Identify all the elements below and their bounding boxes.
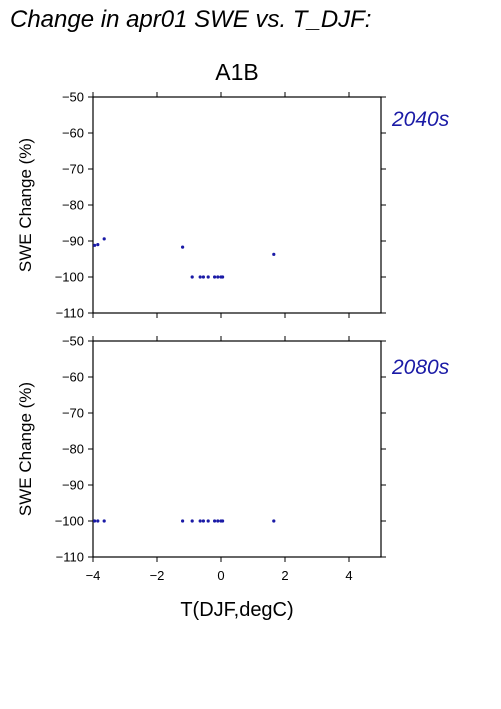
data-point: [206, 275, 210, 279]
x-tick-label: −4: [86, 568, 101, 583]
x-tick-label: 2: [281, 568, 288, 583]
data-point: [96, 243, 100, 247]
data-point: [201, 519, 205, 523]
data-point: [216, 519, 220, 523]
data-point: [102, 519, 106, 523]
data-point: [213, 275, 217, 279]
scenario-title: A1B: [215, 59, 258, 85]
data-point: [272, 519, 276, 523]
x-tick-label: −2: [150, 568, 165, 583]
period-label: 2040s: [391, 108, 450, 131]
y-tick-label: −90: [62, 478, 84, 493]
data-point: [181, 245, 185, 249]
plot-frame: [92, 96, 382, 314]
data-point: [93, 519, 97, 523]
plot-frame: [92, 340, 382, 558]
y-tick-label: −50: [62, 334, 84, 349]
data-point: [216, 275, 220, 279]
scatter-panel-2080s: −50 −60 −70 −80 −90 −100 −110−4 −2 0 2 4 SWE Change…: [16, 334, 450, 584]
data-point: [181, 519, 185, 523]
x-tick-label: 4: [345, 568, 352, 583]
y-tick-label: −80: [62, 198, 84, 213]
y-tick-label: −100: [55, 270, 84, 285]
x-tick-label: 0: [217, 568, 224, 583]
data-point: [213, 519, 217, 523]
data-point: [93, 243, 97, 247]
data-point: [96, 519, 100, 523]
y-tick-label: −60: [62, 126, 84, 141]
y-tick-label: −110: [56, 306, 84, 321]
y-tick-label: −70: [62, 406, 84, 421]
data-point: [190, 275, 194, 279]
y-tick-label: −60: [62, 370, 84, 385]
y-tick-label: −100: [55, 514, 84, 529]
data-point: [272, 252, 276, 256]
y-tick-label: −80: [62, 442, 84, 457]
x-axis-label: T(DJF,degC): [180, 599, 293, 621]
data-point: [198, 519, 202, 523]
y-tick-label: −70: [62, 162, 84, 177]
figure-heading: Change in apr01 SWE vs. T_DJF:: [10, 6, 371, 33]
data-point: [198, 275, 202, 279]
period-label: 2080s: [391, 356, 450, 379]
scatter-panel-2040s: −50 −60 −70 −80 −90 −100 −110 SWE Change (%) 204…: [16, 90, 450, 321]
data-point: [201, 275, 205, 279]
y-tick-label: −50: [62, 90, 84, 105]
y-tick-label: −110: [56, 550, 84, 565]
data-point: [221, 275, 225, 279]
y-axis-label: SWE Change (%): [16, 382, 35, 516]
data-point: [102, 237, 106, 241]
y-tick-label: −90: [62, 234, 84, 249]
data-point: [190, 519, 194, 523]
data-point: [206, 519, 210, 523]
y-axis-label: SWE Change (%): [16, 138, 35, 272]
data-point: [221, 519, 225, 523]
